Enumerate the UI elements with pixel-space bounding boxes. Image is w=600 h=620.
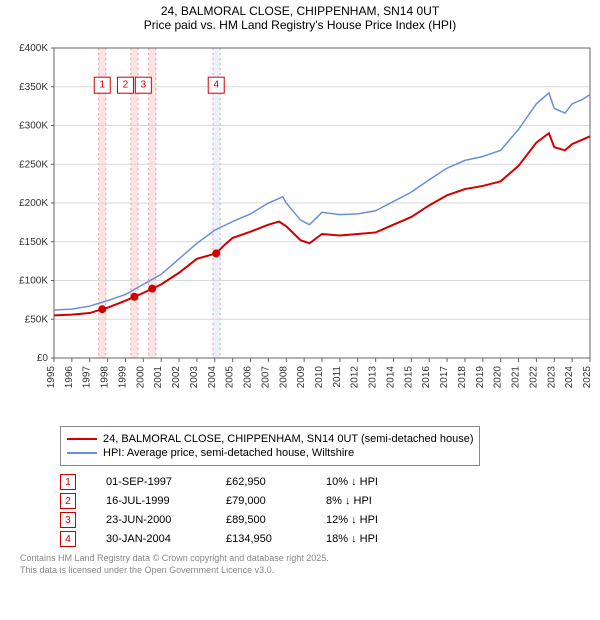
svg-text:£0: £0 xyxy=(37,353,49,364)
svg-text:2021: 2021 xyxy=(511,366,522,389)
svg-text:2019: 2019 xyxy=(475,366,486,389)
svg-text:2005: 2005 xyxy=(225,366,236,389)
callout-text-2: 2 xyxy=(123,80,129,91)
svg-text:2002: 2002 xyxy=(171,366,182,389)
svg-text:2014: 2014 xyxy=(385,366,396,389)
legend-label: 24, BALMORAL CLOSE, CHIPPENHAM, SN14 0UT… xyxy=(103,433,473,445)
sales-marker: 3 xyxy=(60,512,76,528)
sale-dot-1 xyxy=(98,305,106,313)
svg-text:2004: 2004 xyxy=(207,366,218,389)
sale-dot-2 xyxy=(130,293,138,301)
svg-text:2024: 2024 xyxy=(564,366,575,389)
sale-dot-3 xyxy=(148,285,156,293)
svg-text:2023: 2023 xyxy=(546,366,557,389)
footer-line1: Contains HM Land Registry data © Crown c… xyxy=(20,553,580,565)
svg-text:1998: 1998 xyxy=(100,366,111,389)
svg-text:£400K: £400K xyxy=(19,43,48,54)
title-line2: Price paid vs. HM Land Registry's House … xyxy=(0,18,600,32)
svg-text:2013: 2013 xyxy=(368,366,379,389)
sale-dot-4 xyxy=(212,249,220,257)
sales-price: £62,950 xyxy=(226,476,296,488)
chart: £0 £50K £100K £150K £200K £250K £300K £350K £400… xyxy=(0,38,600,418)
sales-diff: 12% ↓ HPI xyxy=(326,514,416,526)
svg-text:£250K: £250K xyxy=(19,159,48,170)
svg-text:2012: 2012 xyxy=(350,366,361,389)
callout-text-1: 1 xyxy=(99,80,105,91)
svg-text:2016: 2016 xyxy=(421,366,432,389)
sales-marker: 1 xyxy=(60,474,76,490)
sales-price: £79,000 xyxy=(226,495,296,507)
svg-text:£350K: £350K xyxy=(19,82,48,93)
svg-text:2018: 2018 xyxy=(457,366,468,389)
footer-line2: This data is licensed under the Open Gov… xyxy=(20,565,580,577)
svg-text:2009: 2009 xyxy=(296,366,307,389)
callout-text-4: 4 xyxy=(213,80,219,91)
title-line1: 24, BALMORAL CLOSE, CHIPPENHAM, SN14 0UT xyxy=(0,4,600,18)
sales-price: £89,500 xyxy=(226,514,296,526)
legend-swatch xyxy=(67,452,97,454)
sales-marker: 4 xyxy=(60,531,76,547)
svg-text:2015: 2015 xyxy=(403,366,414,389)
svg-text:2000: 2000 xyxy=(135,366,146,389)
svg-text:2006: 2006 xyxy=(243,366,254,389)
svg-text:2020: 2020 xyxy=(493,366,504,389)
callout-text-3: 3 xyxy=(141,80,147,91)
svg-text:1999: 1999 xyxy=(117,366,128,389)
sales-date: 01-SEP-1997 xyxy=(106,476,196,488)
svg-text:2010: 2010 xyxy=(314,366,325,389)
sales-diff: 10% ↓ HPI xyxy=(326,476,416,488)
svg-text:£200K: £200K xyxy=(19,198,48,209)
svg-text:2017: 2017 xyxy=(439,366,450,389)
svg-text:2001: 2001 xyxy=(153,366,164,389)
svg-text:1995: 1995 xyxy=(46,366,57,389)
legend-row: 24, BALMORAL CLOSE, CHIPPENHAM, SN14 0UT… xyxy=(67,433,473,445)
footer: Contains HM Land Registry data © Crown c… xyxy=(20,553,580,576)
chart-svg: £0 £50K £100K £150K £200K £250K £300K £350K £400… xyxy=(0,38,600,418)
sales-marker: 2 xyxy=(60,493,76,509)
svg-text:1997: 1997 xyxy=(82,366,93,389)
svg-text:£150K: £150K xyxy=(19,237,48,248)
sales-row: 1 01-SEP-1997 £62,950 10% ↓ HPI xyxy=(60,474,580,490)
sales-row: 3 23-JUN-2000 £89,500 12% ↓ HPI xyxy=(60,512,580,528)
legend: 24, BALMORAL CLOSE, CHIPPENHAM, SN14 0UT… xyxy=(60,426,480,466)
svg-text:2022: 2022 xyxy=(528,366,539,389)
legend-swatch xyxy=(67,438,97,440)
sales-diff: 18% ↓ HPI xyxy=(326,533,416,545)
legend-row: HPI: Average price, semi-detached house,… xyxy=(67,447,473,459)
svg-text:£50K: £50K xyxy=(25,314,49,325)
sales-row: 2 16-JUL-1999 £79,000 8% ↓ HPI xyxy=(60,493,580,509)
legend-label: HPI: Average price, semi-detached house,… xyxy=(103,447,354,459)
svg-text:2008: 2008 xyxy=(278,366,289,389)
sales-date: 30-JAN-2004 xyxy=(106,533,196,545)
svg-text:2003: 2003 xyxy=(189,366,200,389)
sales-date: 23-JUN-2000 xyxy=(106,514,196,526)
page: 24, BALMORAL CLOSE, CHIPPENHAM, SN14 0UT… xyxy=(0,4,600,576)
sales-date: 16-JUL-1999 xyxy=(106,495,196,507)
svg-text:1996: 1996 xyxy=(64,366,75,389)
svg-text:2011: 2011 xyxy=(332,366,343,388)
svg-text:2025: 2025 xyxy=(582,366,593,389)
sales-row: 4 30-JAN-2004 £134,950 18% ↓ HPI xyxy=(60,531,580,547)
sales-diff: 8% ↓ HPI xyxy=(326,495,416,507)
svg-text:£300K: £300K xyxy=(19,121,48,132)
sales-price: £134,950 xyxy=(226,533,296,545)
svg-text:2007: 2007 xyxy=(260,366,271,389)
svg-text:£100K: £100K xyxy=(19,276,48,287)
sales-table: 1 01-SEP-1997 £62,950 10% ↓ HPI 2 16-JUL-1999… xyxy=(60,474,580,547)
